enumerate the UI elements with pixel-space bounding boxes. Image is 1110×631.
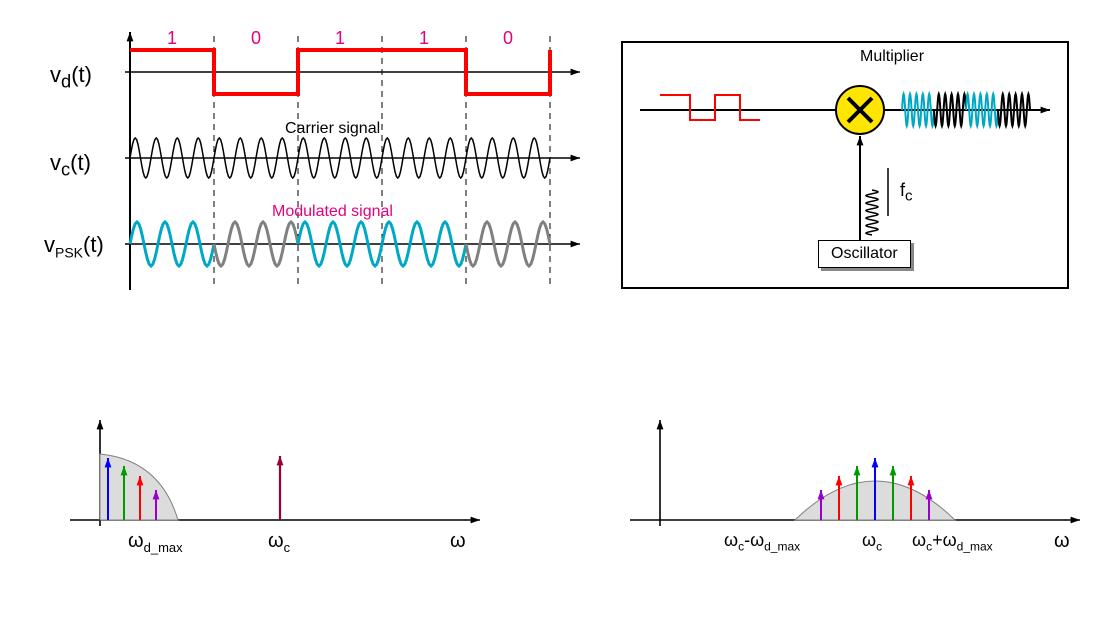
multiplier-label: Multiplier [860, 48, 924, 66]
wc-center-label: ωc [862, 530, 882, 554]
vd-label: vd(t) [50, 62, 92, 92]
waveforms-panel [50, 30, 590, 310]
carrier-title: Carrier signal [285, 120, 380, 138]
bit-label: 1 [335, 28, 345, 49]
wc-label: ωc [268, 530, 290, 555]
oscillator-box: Oscillator [818, 240, 911, 268]
omega-axis-label-left: ω [450, 530, 466, 553]
wd-max-label: ωd_max [128, 530, 183, 555]
modulated-title: Modulated signal [272, 203, 393, 221]
wc-minus-wd-label: ωc-ωd_max [724, 530, 800, 554]
omega-axis-label-right: ω [1054, 530, 1070, 553]
fc-label: fc [900, 180, 913, 205]
bit-label: 1 [167, 28, 177, 49]
bit-label: 1 [419, 28, 429, 49]
bit-label: 0 [503, 28, 513, 49]
wc-plus-wd-label: ωc+ωd_max [912, 530, 993, 554]
spectrum-modulated-panel [620, 400, 1090, 570]
bit-label: 0 [251, 28, 261, 49]
vpsk-label: vPSK(t) [44, 232, 104, 260]
vc-label: vc(t) [50, 150, 91, 180]
